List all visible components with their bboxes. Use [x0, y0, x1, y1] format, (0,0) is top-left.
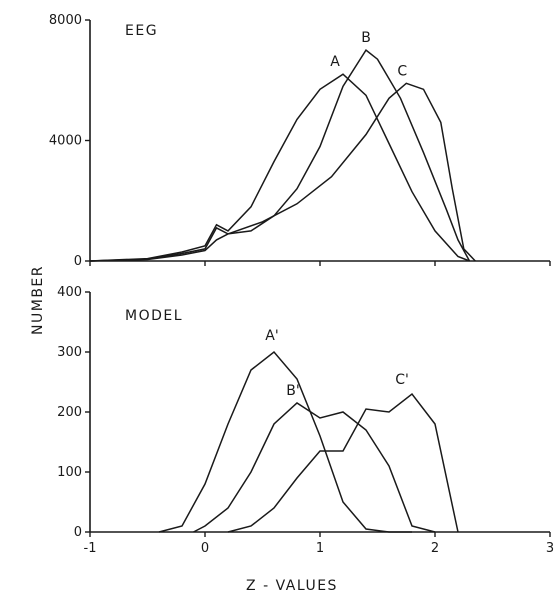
eeg-y-tick-label: 8000	[49, 13, 82, 28]
eeg-series-a	[89, 73, 470, 262]
model-x-tick-label: 0	[201, 541, 209, 556]
model-series-b-prime	[193, 402, 436, 533]
model-x-tick-label: 1	[316, 541, 324, 556]
model-x-tick-label: 2	[431, 541, 439, 556]
model-x-tick-label: -1	[84, 541, 97, 556]
model-series-label: B'	[286, 383, 299, 399]
model-y-tick-label: 300	[57, 345, 82, 360]
eeg-panel: EEG 0 4000 8000 A B C	[49, 13, 551, 269]
eeg-series-b	[89, 48, 471, 262]
eeg-series-label: B	[361, 30, 371, 46]
model-series-c-prime	[227, 392, 459, 533]
model-series-a-prime	[158, 350, 412, 533]
model-y-tick-label: 0	[74, 525, 82, 540]
model-y-tick-label: 400	[57, 285, 82, 300]
eeg-series-c	[89, 82, 476, 262]
eeg-y-tick-label: 4000	[49, 134, 82, 149]
model-y-tick-label: 200	[57, 405, 82, 420]
eeg-y-tick-label: 0	[74, 254, 82, 269]
model-panel-title: MODEL	[125, 308, 183, 324]
y-axis-title: NUMBER	[30, 265, 46, 335]
eeg-series-label: C	[397, 63, 407, 79]
model-series-label: A'	[265, 328, 278, 344]
model-x-tick-label: 3	[546, 541, 554, 556]
model-y-tick-label: 100	[57, 465, 82, 480]
eeg-series-label: A	[330, 54, 340, 70]
model-series-label: C'	[395, 372, 409, 388]
x-axis-title: Z - VALUES	[246, 578, 338, 594]
eeg-panel-title: EEG	[125, 23, 158, 39]
